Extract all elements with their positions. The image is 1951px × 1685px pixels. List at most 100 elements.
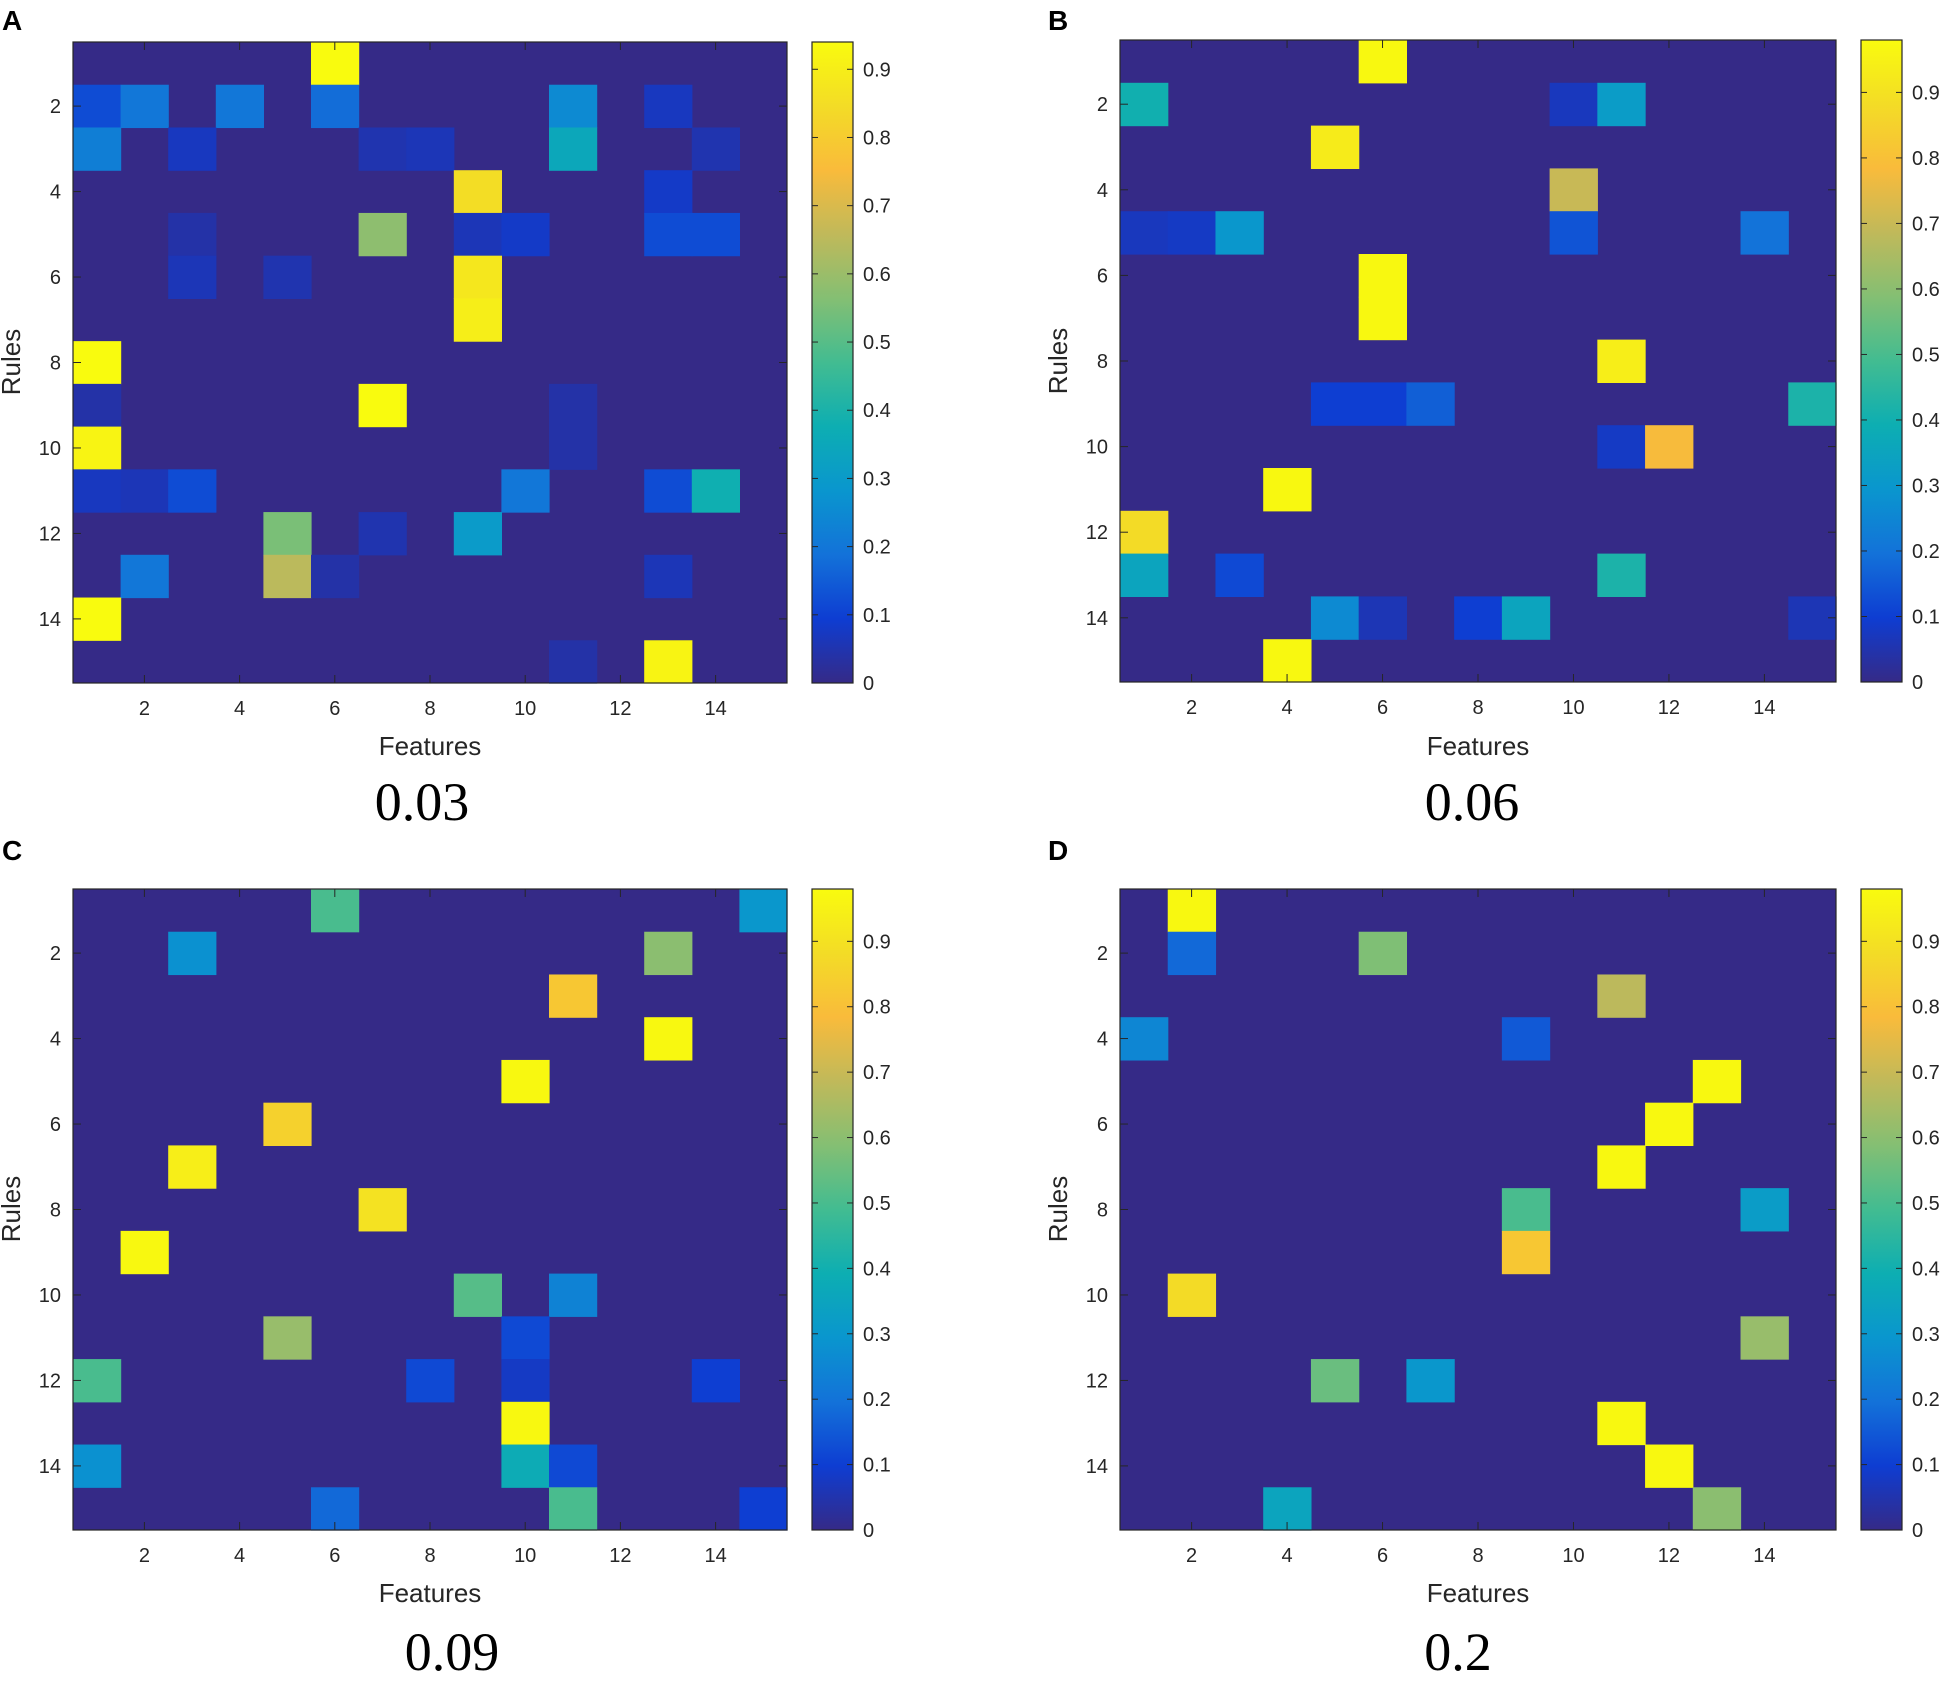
y-tick-label: 2 xyxy=(50,943,61,965)
y-tick-label: 4 xyxy=(1097,1029,1108,1051)
y-tick-label: 10 xyxy=(39,438,61,460)
heatmap-cell xyxy=(1645,1444,1694,1488)
heatmap-cell xyxy=(73,1444,122,1488)
y-tick-label: 12 xyxy=(1086,522,1108,544)
heatmap-cell xyxy=(73,127,122,171)
heatmap-cell xyxy=(1549,168,1598,212)
heatmap-cell xyxy=(120,1230,169,1275)
colorbar-tick-label: 0.7 xyxy=(1912,213,1940,235)
y-tick-label: 6 xyxy=(50,1114,61,1136)
y-tick-label: 4 xyxy=(50,1029,61,1051)
x-tick-label: 14 xyxy=(704,698,726,720)
x-tick-label: 10 xyxy=(514,698,536,720)
panel-caption: 0.09 xyxy=(405,1622,500,1682)
y-axis-label: Rules xyxy=(1043,328,1073,394)
colorbar-tick-label: 0.5 xyxy=(863,332,891,354)
heatmap-cell xyxy=(644,640,693,684)
heatmap-cell xyxy=(549,1487,598,1531)
panel-letter: B xyxy=(1048,5,1068,36)
x-tick-label: 4 xyxy=(234,1545,245,1567)
x-tick-label: 14 xyxy=(1753,1545,1775,1567)
heatmap-cell xyxy=(406,127,455,171)
colorbar-tick-label: 0.1 xyxy=(863,605,891,627)
colorbar-tick-label: 0.5 xyxy=(863,1193,891,1215)
colorbar-tick-label: 0.8 xyxy=(1912,997,1940,1019)
x-tick-label: 12 xyxy=(1658,1545,1680,1567)
x-tick-label: 6 xyxy=(1377,697,1388,719)
x-tick-label: 12 xyxy=(609,1545,631,1567)
heatmap-cell xyxy=(168,931,217,976)
heatmap-cell xyxy=(1788,382,1837,426)
x-tick-label: 10 xyxy=(514,1545,536,1567)
x-tick-label: 12 xyxy=(609,698,631,720)
x-tick-label: 2 xyxy=(139,698,150,720)
x-tick-label: 10 xyxy=(1562,1545,1584,1567)
colorbar-tick-label: 0.4 xyxy=(1912,1258,1940,1280)
colorbar-tick-label: 0.6 xyxy=(1912,279,1940,301)
y-tick-label: 8 xyxy=(1097,1200,1108,1222)
heatmap-cell xyxy=(168,212,217,257)
y-tick-label: 10 xyxy=(1086,1285,1108,1307)
colorbar-tick-label: 0.8 xyxy=(863,127,891,149)
y-tick-label: 2 xyxy=(50,96,61,118)
heatmap-cell xyxy=(1310,1359,1360,1403)
heatmap-cell xyxy=(1549,82,1598,127)
y-axis-label: Rules xyxy=(1043,1176,1073,1242)
heatmap-cell xyxy=(501,469,550,513)
heatmap-cell xyxy=(644,212,693,257)
y-axis-label: Rules xyxy=(0,329,26,395)
x-tick-label: 4 xyxy=(1282,697,1293,719)
colorbar-tick-label: 0.1 xyxy=(1912,1455,1940,1477)
x-tick-label: 10 xyxy=(1562,697,1584,719)
colorbar-tick-label: 0.6 xyxy=(1912,1128,1940,1150)
heatmap-cell xyxy=(168,127,217,171)
heatmap-cell xyxy=(1597,425,1646,469)
colorbar-tick-label: 0.9 xyxy=(1912,931,1940,953)
heatmap-cell xyxy=(263,554,312,599)
heatmap-cell xyxy=(549,426,598,470)
heatmap-cell xyxy=(453,170,502,214)
heatmap-cell xyxy=(1501,1230,1551,1275)
heatmap-cell xyxy=(263,255,312,299)
heatmap-cell xyxy=(691,1359,740,1403)
y-tick-label: 10 xyxy=(39,1285,61,1307)
colorbar-tick-label: 0.2 xyxy=(1912,541,1940,563)
colorbar-tick-label: 0.7 xyxy=(1912,1062,1940,1084)
colorbar-tick-label: 0.3 xyxy=(863,468,891,490)
heatmap-cell xyxy=(1597,339,1646,383)
heatmap-cell xyxy=(1167,931,1217,976)
x-tick-label: 8 xyxy=(1472,1545,1483,1567)
y-tick-label: 14 xyxy=(39,1456,61,1478)
x-tick-label: 6 xyxy=(329,698,340,720)
heatmap-cell xyxy=(644,554,693,599)
heatmap-cell xyxy=(73,84,122,129)
heatmap-background xyxy=(73,889,787,1530)
x-tick-label: 4 xyxy=(234,698,245,720)
heatmap-cell xyxy=(1740,1188,1789,1232)
x-tick-label: 14 xyxy=(704,1545,726,1567)
heatmap-cell xyxy=(1549,211,1598,255)
heatmap-cell xyxy=(311,84,360,129)
colorbar-tick-label: 0.2 xyxy=(863,537,891,559)
heatmap-cell xyxy=(1120,211,1169,255)
heatmap-cell xyxy=(1358,254,1407,298)
colorbar-tick-label: 0.3 xyxy=(1912,475,1940,497)
heatmap-cell xyxy=(1645,1102,1694,1146)
y-tick-label: 4 xyxy=(1097,180,1108,202)
heatmap-cell xyxy=(644,170,693,214)
heatmap-cell xyxy=(311,554,360,599)
colorbar-tick-label: 0.1 xyxy=(1912,606,1940,628)
heatmap-cell xyxy=(1167,1273,1217,1317)
x-tick-label: 8 xyxy=(1472,697,1483,719)
heatmap-cell xyxy=(644,1017,693,1061)
y-tick-label: 14 xyxy=(39,609,61,631)
heatmap-cell xyxy=(73,383,122,428)
heatmap-cell xyxy=(1358,296,1407,341)
heatmap-panel-d: 2 4 6 8 10 12 14 2 4 6 8 10 12 14 Features Rules D 0.2 0 0.… xyxy=(1043,835,1940,1682)
heatmap-cell xyxy=(358,1188,407,1232)
y-tick-label: 14 xyxy=(1086,608,1108,630)
heatmap-cell xyxy=(501,1444,550,1488)
y-tick-label: 6 xyxy=(1097,265,1108,287)
heatmap-cell xyxy=(501,1316,550,1360)
